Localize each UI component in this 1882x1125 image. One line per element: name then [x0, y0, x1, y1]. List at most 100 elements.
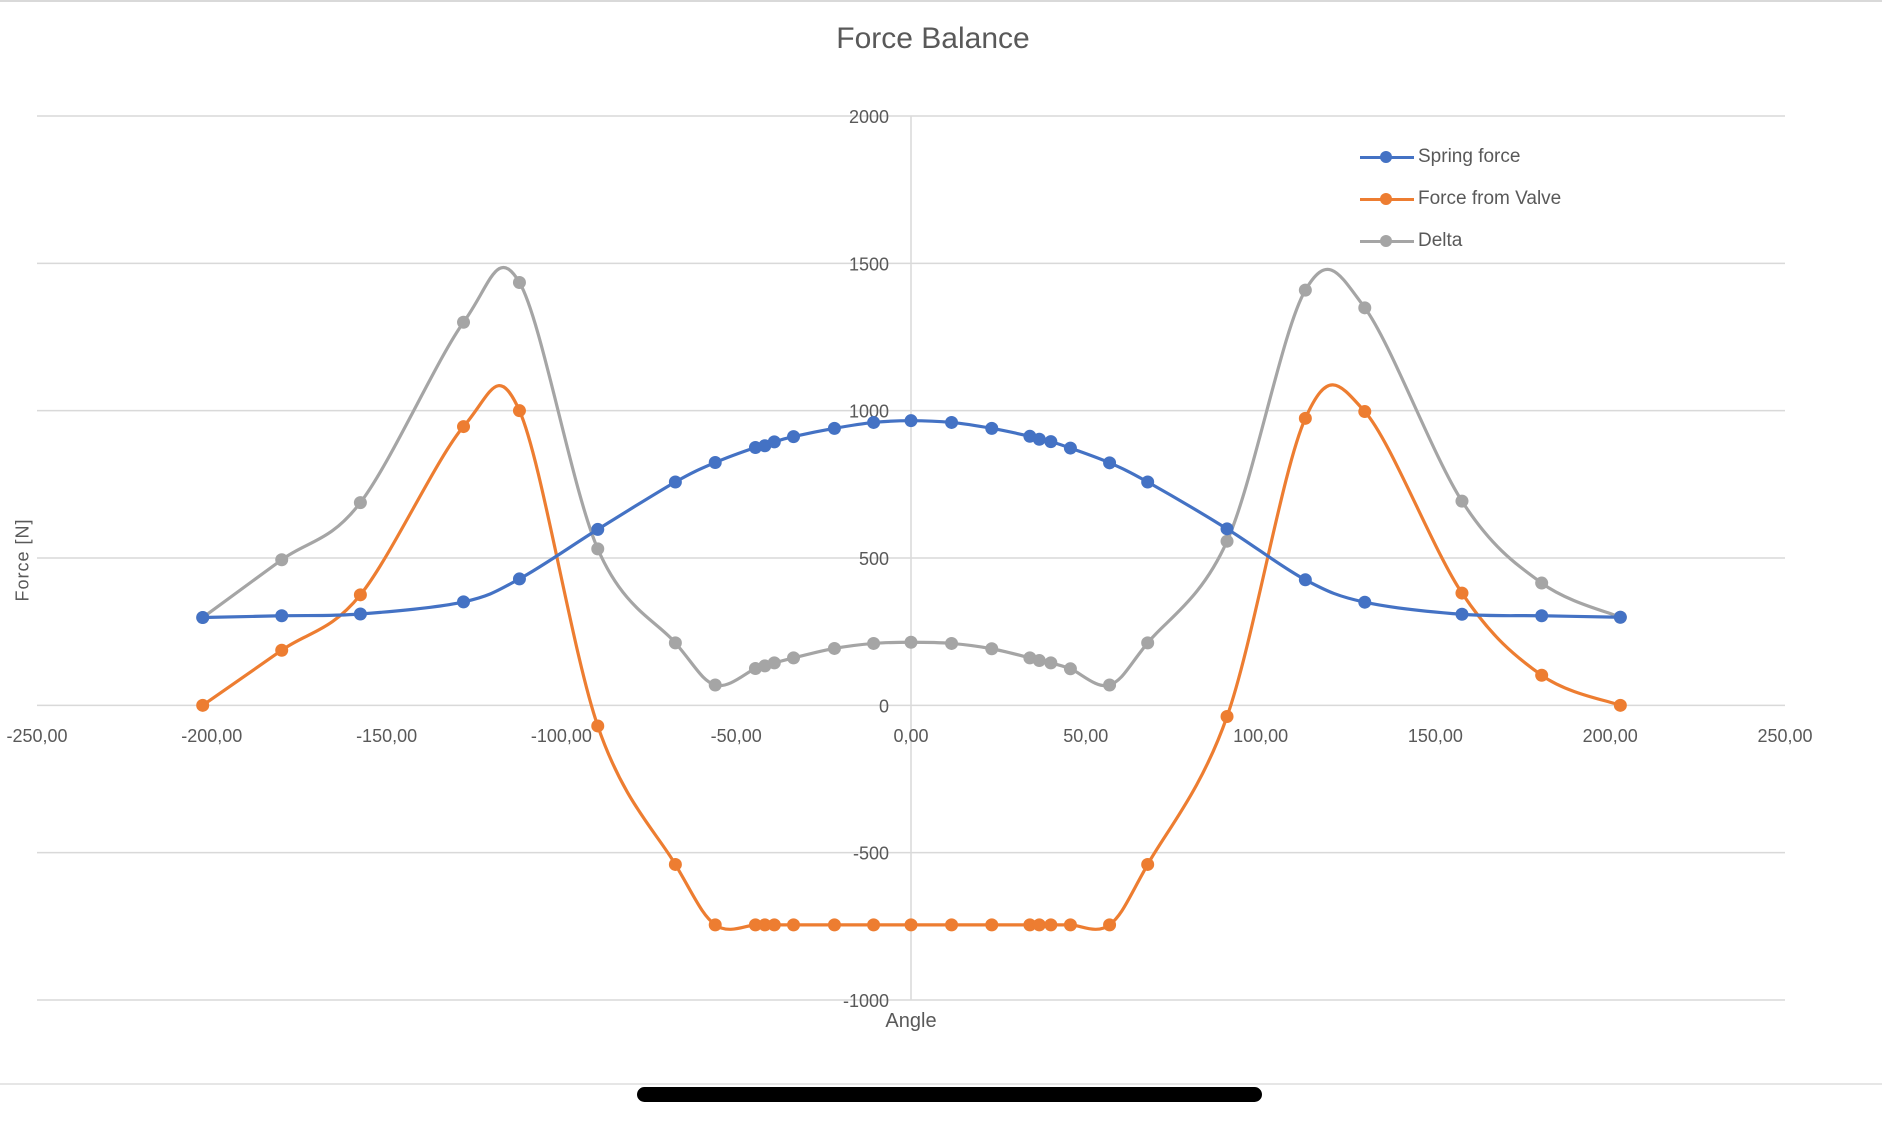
data-point-marker[interactable]	[1044, 918, 1058, 932]
data-point-marker[interactable]	[1613, 698, 1627, 712]
data-point-marker[interactable]	[827, 918, 841, 932]
data-point-marker[interactable]	[512, 404, 526, 418]
data-point-marker[interactable]	[945, 415, 959, 429]
data-point-marker[interactable]	[1044, 435, 1058, 449]
data-point-marker[interactable]	[1455, 586, 1469, 600]
data-point-marker[interactable]	[1103, 456, 1117, 470]
data-point-marker[interactable]	[512, 275, 526, 289]
data-point-marker[interactable]	[275, 643, 289, 657]
x-tick-label: -50,00	[711, 726, 762, 746]
data-point-marker[interactable]	[985, 918, 999, 932]
data-point-marker[interactable]	[1535, 609, 1549, 623]
data-point-marker[interactable]	[1032, 432, 1046, 446]
x-tick-label: 200,00	[1583, 726, 1638, 746]
data-point-marker[interactable]	[1298, 411, 1312, 425]
data-point-marker[interactable]	[1358, 405, 1372, 419]
y-tick-label: 500	[859, 549, 889, 569]
data-point-marker[interactable]	[1298, 283, 1312, 297]
data-point-marker[interactable]	[1220, 522, 1234, 536]
data-point-marker[interactable]	[457, 595, 471, 609]
x-tick-label: 250,00	[1757, 726, 1812, 746]
data-point-marker[interactable]	[1032, 918, 1046, 932]
data-point-marker[interactable]	[904, 414, 918, 428]
data-point-marker[interactable]	[668, 857, 682, 871]
data-point-marker[interactable]	[1358, 301, 1372, 315]
data-point-marker[interactable]	[591, 719, 605, 733]
top-border	[0, 0, 1882, 2]
data-point-marker[interactable]	[1298, 573, 1312, 587]
x-tick-label: 50,00	[1063, 726, 1108, 746]
data-point-marker[interactable]	[196, 698, 210, 712]
data-point-marker[interactable]	[591, 542, 605, 556]
data-point-marker[interactable]	[1141, 475, 1155, 489]
data-point-marker[interactable]	[767, 656, 781, 670]
legend-swatch-icon	[1360, 231, 1414, 251]
legend-item-spring-force: Spring force	[1360, 136, 1561, 178]
data-point-marker[interactable]	[353, 607, 367, 621]
series-force-from-valve	[196, 383, 1627, 932]
data-point-marker[interactable]	[1103, 678, 1117, 692]
x-tick-label: -250,00	[6, 726, 67, 746]
data-point-marker[interactable]	[787, 918, 801, 932]
data-point-marker[interactable]	[1220, 534, 1234, 548]
data-point-marker[interactable]	[1032, 654, 1046, 668]
data-point-marker[interactable]	[708, 918, 722, 932]
data-point-marker[interactable]	[985, 642, 999, 656]
legend-swatch-icon	[1360, 189, 1414, 209]
data-point-marker[interactable]	[275, 553, 289, 567]
data-point-marker[interactable]	[1141, 636, 1155, 650]
data-point-marker[interactable]	[827, 421, 841, 435]
data-point-marker[interactable]	[1220, 710, 1234, 724]
data-point-marker[interactable]	[196, 611, 210, 625]
data-point-marker[interactable]	[1063, 662, 1077, 676]
data-point-marker[interactable]	[1141, 857, 1155, 871]
data-point-marker[interactable]	[1044, 656, 1058, 670]
data-point-marker[interactable]	[353, 588, 367, 602]
y-tick-label: 1500	[849, 254, 889, 274]
data-point-marker[interactable]	[904, 635, 918, 649]
data-point-marker[interactable]	[1455, 607, 1469, 621]
data-point-marker[interactable]	[1535, 668, 1549, 682]
data-point-marker[interactable]	[767, 918, 781, 932]
y-tick-label: 1000	[849, 402, 889, 422]
data-point-marker[interactable]	[457, 420, 471, 434]
data-point-marker[interactable]	[1063, 441, 1077, 455]
data-point-marker[interactable]	[275, 609, 289, 623]
x-tick-label: 150,00	[1408, 726, 1463, 746]
home-indicator[interactable]	[637, 1087, 1262, 1102]
data-point-marker[interactable]	[985, 421, 999, 435]
data-point-marker[interactable]	[1358, 595, 1372, 609]
x-tick-label: 100,00	[1233, 726, 1288, 746]
data-point-marker[interactable]	[353, 496, 367, 510]
data-point-marker[interactable]	[1103, 918, 1117, 932]
data-point-marker[interactable]	[668, 636, 682, 650]
data-point-marker[interactable]	[1023, 918, 1037, 932]
data-point-marker[interactable]	[591, 522, 605, 536]
data-point-marker[interactable]	[904, 918, 918, 932]
data-point-marker[interactable]	[668, 475, 682, 489]
legend-swatch-icon	[1360, 147, 1414, 167]
data-point-marker[interactable]	[1535, 576, 1549, 590]
data-point-marker[interactable]	[512, 572, 526, 586]
y-axis-label: Force [N]	[12, 518, 33, 602]
data-point-marker[interactable]	[1613, 610, 1627, 624]
data-point-marker[interactable]	[1455, 494, 1469, 508]
data-point-marker[interactable]	[1063, 918, 1077, 932]
data-point-marker[interactable]	[457, 315, 471, 329]
data-point-marker[interactable]	[708, 456, 722, 470]
data-point-marker[interactable]	[867, 636, 881, 650]
data-point-marker[interactable]	[787, 430, 801, 444]
data-point-marker[interactable]	[748, 918, 762, 932]
data-point-marker[interactable]	[787, 651, 801, 665]
data-point-marker[interactable]	[758, 918, 772, 932]
data-point-marker[interactable]	[945, 636, 959, 650]
data-point-marker[interactable]	[827, 641, 841, 655]
data-point-marker[interactable]	[708, 678, 722, 692]
x-axis-label: Angle	[885, 1010, 937, 1032]
data-point-marker[interactable]	[867, 415, 881, 429]
legend-label: Spring force	[1418, 146, 1521, 167]
data-point-marker[interactable]	[945, 918, 959, 932]
data-point-marker[interactable]	[867, 918, 881, 932]
data-point-marker[interactable]	[767, 435, 781, 449]
x-tick-label: -150,00	[356, 726, 417, 746]
